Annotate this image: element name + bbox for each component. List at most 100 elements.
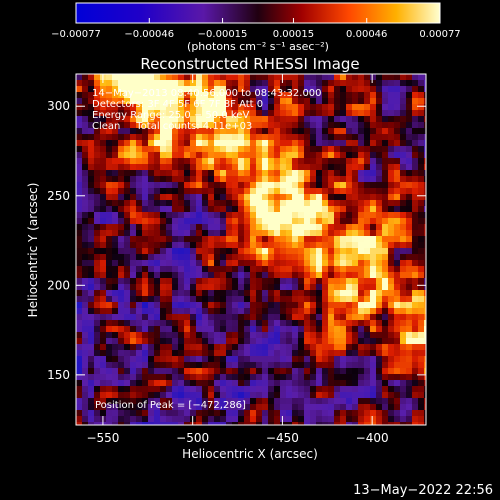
heatmap-cell <box>238 194 244 200</box>
heatmap-cell <box>100 338 106 344</box>
heatmap-cell <box>406 416 412 422</box>
heatmap-cell <box>364 98 370 104</box>
heatmap-cell <box>334 380 340 386</box>
heatmap-cell <box>388 338 394 344</box>
heatmap-cell <box>262 302 268 308</box>
heatmap-cell <box>388 410 394 416</box>
heatmap-cell <box>136 140 142 146</box>
heatmap-cell <box>346 110 352 116</box>
heatmap-cell <box>376 290 382 296</box>
heatmap-cell <box>328 302 334 308</box>
heatmap-cell <box>256 416 262 422</box>
heatmap-cell <box>178 290 184 296</box>
heatmap-cell <box>304 200 310 206</box>
heatmap-cell <box>388 266 394 272</box>
heatmap-cell <box>124 98 130 104</box>
heatmap-cell <box>274 206 280 212</box>
heatmap-cell <box>196 200 202 206</box>
heatmap-cell <box>214 242 220 248</box>
heatmap-cell <box>388 332 394 338</box>
heatmap-cell <box>274 212 280 218</box>
heatmap-cell <box>136 80 142 86</box>
heatmap-cell <box>226 122 232 128</box>
heatmap-cell <box>196 158 202 164</box>
heatmap-cell <box>214 92 220 98</box>
heatmap-cell <box>274 344 280 350</box>
heatmap-cell <box>340 422 346 425</box>
heatmap-cell <box>340 86 346 92</box>
heatmap-cell <box>412 356 418 362</box>
heatmap-cell <box>100 170 106 176</box>
heatmap-cell <box>364 92 370 98</box>
heatmap-cell <box>208 290 214 296</box>
heatmap-cell <box>328 350 334 356</box>
heatmap-cell <box>172 122 178 128</box>
heatmap-cell <box>220 410 226 416</box>
heatmap-cell <box>424 314 426 320</box>
heatmap-cell <box>262 260 268 266</box>
heatmap-cell <box>364 374 370 380</box>
heatmap-cell <box>208 320 214 326</box>
heatmap-cell <box>418 398 424 404</box>
heatmap-cell <box>214 104 220 110</box>
heatmap-cell <box>244 92 250 98</box>
heatmap-cell <box>190 158 196 164</box>
heatmap-cell <box>334 326 340 332</box>
heatmap-cell <box>364 386 370 392</box>
heatmap-cell <box>310 86 316 92</box>
heatmap-cell <box>94 116 100 122</box>
heatmap-cell <box>406 146 412 152</box>
heatmap-cell <box>352 272 358 278</box>
heatmap-cell <box>334 398 340 404</box>
heatmap-cell <box>106 92 112 98</box>
heatmap-cell <box>250 410 256 416</box>
heatmap-cell <box>340 296 346 302</box>
heatmap-cell <box>256 80 262 86</box>
heatmap-cell <box>418 218 424 224</box>
heatmap-cell <box>412 410 418 416</box>
heatmap-cell <box>292 320 298 326</box>
heatmap-cell <box>310 122 316 128</box>
heatmap-cell <box>400 398 406 404</box>
heatmap-cell <box>298 392 304 398</box>
heatmap-cell <box>376 410 382 416</box>
heatmap-cell <box>232 194 238 200</box>
heatmap-cell <box>334 242 340 248</box>
heatmap-cell <box>376 326 382 332</box>
heatmap-cell <box>292 194 298 200</box>
heatmap-cell <box>286 140 292 146</box>
heatmap-cell <box>184 248 190 254</box>
heatmap-cell <box>346 116 352 122</box>
heatmap-cell <box>334 140 340 146</box>
heatmap-cell <box>424 350 426 356</box>
heatmap-cell <box>274 200 280 206</box>
heatmap-cell <box>202 284 208 290</box>
heatmap-cell <box>106 248 112 254</box>
heatmap-cell <box>94 410 100 416</box>
heatmap-cell <box>244 182 250 188</box>
heatmap-cell <box>136 98 142 104</box>
heatmap-cell <box>136 152 142 158</box>
heatmap-cell <box>322 404 328 410</box>
heatmap-cell <box>190 140 196 146</box>
heatmap-cell <box>418 266 424 272</box>
heatmap-cell <box>190 248 196 254</box>
heatmap-cell <box>220 362 226 368</box>
heatmap-cell <box>154 188 160 194</box>
heatmap-cell <box>358 392 364 398</box>
heatmap-cell <box>382 200 388 206</box>
heatmap-cell <box>142 164 148 170</box>
heatmap-cell <box>214 386 220 392</box>
heatmap-cell <box>286 92 292 98</box>
heatmap-cell <box>226 356 232 362</box>
heatmap-cell <box>94 398 100 404</box>
heatmap-cell <box>142 230 148 236</box>
heatmap-cell <box>250 398 256 404</box>
heatmap-cell <box>196 194 202 200</box>
heatmap-cell <box>76 368 82 374</box>
heatmap-cell <box>406 278 412 284</box>
footer-timestamp: 13−May−2022 22:56 <box>353 483 493 498</box>
heatmap-cell <box>214 410 220 416</box>
heatmap-cell <box>412 224 418 230</box>
heatmap-cell <box>352 212 358 218</box>
